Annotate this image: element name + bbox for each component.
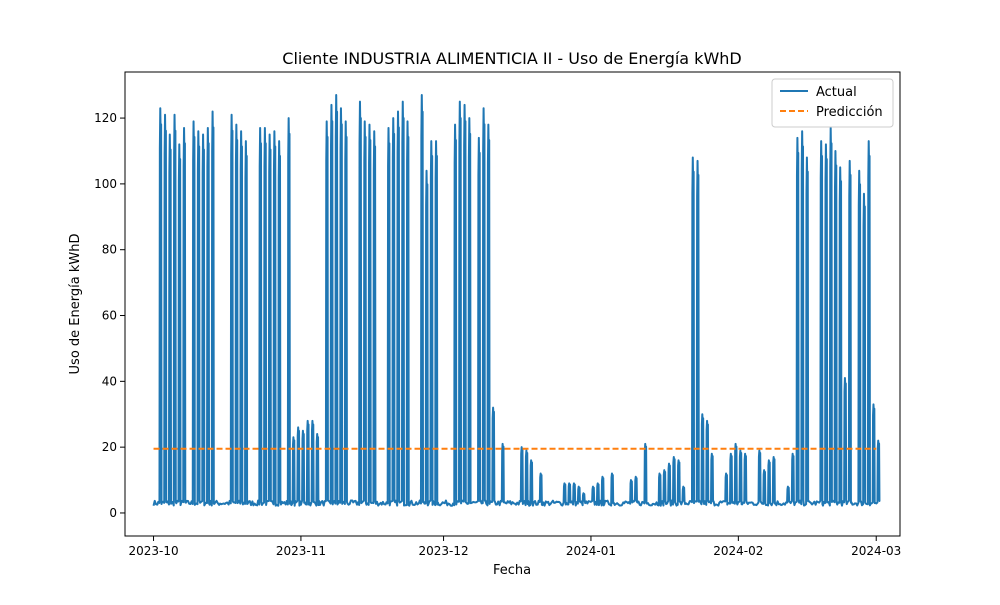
- y-tick-label: 40: [102, 374, 117, 388]
- y-tick-label: 20: [102, 440, 117, 454]
- x-axis: 2023-10 2023-11 2023-12 2024-01 2024-02 2024-…: [128, 536, 901, 558]
- plot-area: [152, 94, 881, 507]
- x-tick-label: 2023-11: [276, 544, 326, 558]
- plot-frame: [124, 71, 901, 537]
- y-tick-label: 60: [102, 309, 117, 323]
- legend: Actual Predicción: [771, 78, 894, 128]
- x-tick-label: 2024-01: [566, 544, 616, 558]
- y-tick-label: 0: [109, 506, 117, 520]
- legend-label-prediccion: Predicción: [816, 105, 883, 120]
- legend-label-actual: Actual: [816, 85, 857, 100]
- series-actual-line: [152, 94, 881, 507]
- chart-title: Cliente INDUSTRIA ALIMENTICIA II - Uso d…: [282, 49, 741, 68]
- x-tick-label: 2023-12: [418, 544, 468, 558]
- y-tick-label: 100: [94, 177, 117, 191]
- x-axis-label: Fecha: [493, 563, 531, 578]
- x-tick-label: 2024-03: [851, 544, 901, 558]
- y-axis-label: Uso de Energía kWhD: [68, 234, 83, 375]
- y-tick-label: 80: [102, 243, 117, 257]
- x-tick-label: 2024-02: [713, 544, 763, 558]
- y-axis: 0 20 40 60 80 100 120: [94, 111, 125, 520]
- y-tick-label: 120: [94, 111, 117, 125]
- x-tick-label: 2023-10: [128, 544, 178, 558]
